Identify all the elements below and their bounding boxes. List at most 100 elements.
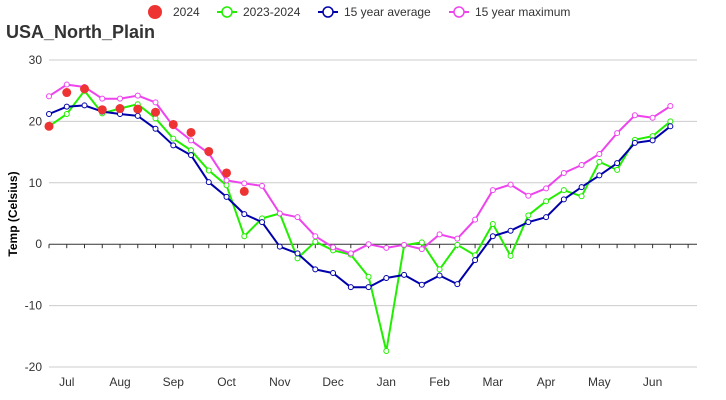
- x-tick-label-may: May: [588, 375, 611, 389]
- legend-marker-15-year-average: [322, 6, 334, 18]
- data-point-15-year-maximum: [134, 92, 141, 99]
- x-tick-label-dec: Dec: [322, 375, 343, 389]
- data-point-2023-2024: [454, 241, 461, 248]
- data-point-2023-2024: [223, 182, 230, 189]
- data-point-2023-2024: [205, 167, 212, 174]
- data-point-15-year-average: [418, 281, 425, 288]
- data-point-2023-2024: [436, 266, 443, 273]
- data-point-15-year-maximum: [188, 137, 195, 144]
- data-point-15-year-maximum: [152, 99, 159, 106]
- data-point-2023-2024: [507, 252, 514, 259]
- x-tick-label-apr: Apr: [537, 375, 556, 389]
- data-point-15-year-maximum: [117, 95, 124, 102]
- x-tick-label-nov: Nov: [269, 375, 290, 389]
- legend: 2024 2023-2024 15 year average 15 year maxi…: [148, 5, 570, 19]
- data-point-15-year-maximum: [276, 210, 283, 217]
- data-point-2023-2024: [170, 135, 177, 142]
- data-point-2024: [97, 105, 107, 115]
- data-point-15-year-maximum: [472, 216, 479, 223]
- data-point-2023-2024: [312, 238, 319, 245]
- data-point-15-year-average: [401, 271, 408, 278]
- legend-marker-15-year-maximum: [453, 6, 465, 18]
- series-line-15-year-maximum: [48, 83, 671, 255]
- data-point-15-year-average: [365, 284, 372, 291]
- data-point-2023-2024: [294, 255, 301, 262]
- series-2024: [44, 84, 249, 196]
- data-point-2024: [115, 104, 125, 114]
- data-point-15-year-average: [81, 102, 88, 109]
- y-axis: -20 -10 0 10 20 30: [25, 53, 43, 374]
- data-point-15-year-maximum: [489, 187, 496, 194]
- data-point-15-year-maximum: [631, 112, 638, 119]
- data-point-2024: [44, 121, 54, 131]
- data-point-15-year-average: [525, 219, 532, 226]
- data-point-15-year-average: [596, 172, 603, 179]
- data-point-15-year-maximum: [418, 246, 425, 253]
- data-point-2024: [168, 119, 178, 129]
- data-point-2023-2024: [418, 239, 425, 246]
- data-point-15-year-maximum: [46, 93, 52, 100]
- data-point-15-year-maximum: [365, 241, 372, 248]
- y-tick-label-30: 30: [29, 53, 43, 67]
- data-point-15-year-average: [63, 103, 70, 110]
- legend-marker-2023-2024: [221, 6, 233, 18]
- data-point-15-year-maximum: [63, 81, 70, 88]
- series-line-15-year-average: [48, 104, 672, 289]
- data-point-2023-2024: [578, 193, 585, 200]
- data-point-2024: [133, 104, 143, 114]
- data-point-2024: [62, 88, 72, 98]
- data-point-15-year-maximum: [259, 182, 266, 189]
- data-point-15-year-average: [312, 266, 319, 273]
- x-tick-label-mar: Mar: [482, 375, 503, 389]
- data-point-15-year-average: [631, 139, 638, 146]
- data-point-15-year-average: [454, 281, 461, 288]
- data-point-2023-2024: [365, 273, 372, 280]
- x-tick-label-jan: Jan: [377, 375, 396, 389]
- data-point-15-year-average: [170, 142, 177, 149]
- data-point-2024: [222, 168, 232, 178]
- data-point-2023-2024: [525, 212, 532, 219]
- data-point-2023-2024: [383, 348, 390, 355]
- y-tick-label-20: 20: [29, 114, 43, 128]
- data-point-15-year-average: [667, 123, 674, 130]
- y-tick-label-0: 0: [35, 237, 42, 251]
- x-tick-label-sep: Sep: [163, 375, 185, 389]
- chart-title: USA_North_Plain: [6, 22, 155, 42]
- x-tick-label-oct: Oct: [217, 375, 236, 389]
- data-point-15-year-average: [276, 243, 283, 250]
- series-line-2023-2024: [48, 89, 672, 352]
- data-point-15-year-average: [46, 111, 52, 118]
- data-point-15-year-average: [294, 250, 301, 257]
- data-point-15-year-maximum: [330, 244, 337, 251]
- legend-item-2024: 2024: [148, 5, 200, 19]
- y-tick-label-10: 10: [29, 176, 43, 190]
- data-point-2024: [186, 127, 196, 137]
- data-point-15-year-maximum: [596, 150, 603, 157]
- data-point-2023-2024: [63, 111, 70, 118]
- data-point-15-year-average: [472, 257, 479, 264]
- legend-label-2023-2024: 2023-2024: [243, 5, 301, 19]
- legend-label-15-year-average: 15 year average: [344, 5, 431, 19]
- data-point-15-year-average: [259, 219, 266, 226]
- data-point-15-year-maximum: [401, 241, 408, 248]
- data-point-15-year-maximum: [223, 177, 230, 184]
- x-tick-label-feb: Feb: [429, 375, 450, 389]
- data-point-15-year-average: [614, 160, 621, 167]
- legend-marker-2024: [148, 5, 162, 19]
- y-tick-label-10: -10: [25, 299, 43, 313]
- x-tick-label-aug: Aug: [109, 375, 130, 389]
- data-point-15-year-maximum: [383, 244, 390, 251]
- y-tick-label-20: -20: [25, 360, 43, 374]
- data-point-15-year-maximum: [436, 231, 443, 238]
- x-tick-label-jul: Jul: [59, 375, 74, 389]
- data-point-2024: [239, 186, 249, 196]
- data-point-15-year-maximum: [312, 233, 319, 240]
- data-point-15-year-maximum: [347, 250, 354, 257]
- data-point-15-year-average: [489, 233, 496, 240]
- data-point-2023-2024: [614, 166, 621, 173]
- data-point-15-year-maximum: [667, 103, 674, 110]
- data-point-15-year-maximum: [560, 169, 567, 176]
- legend-label-15-year-maximum: 15 year maximum: [475, 5, 570, 19]
- data-point-15-year-maximum: [525, 192, 532, 199]
